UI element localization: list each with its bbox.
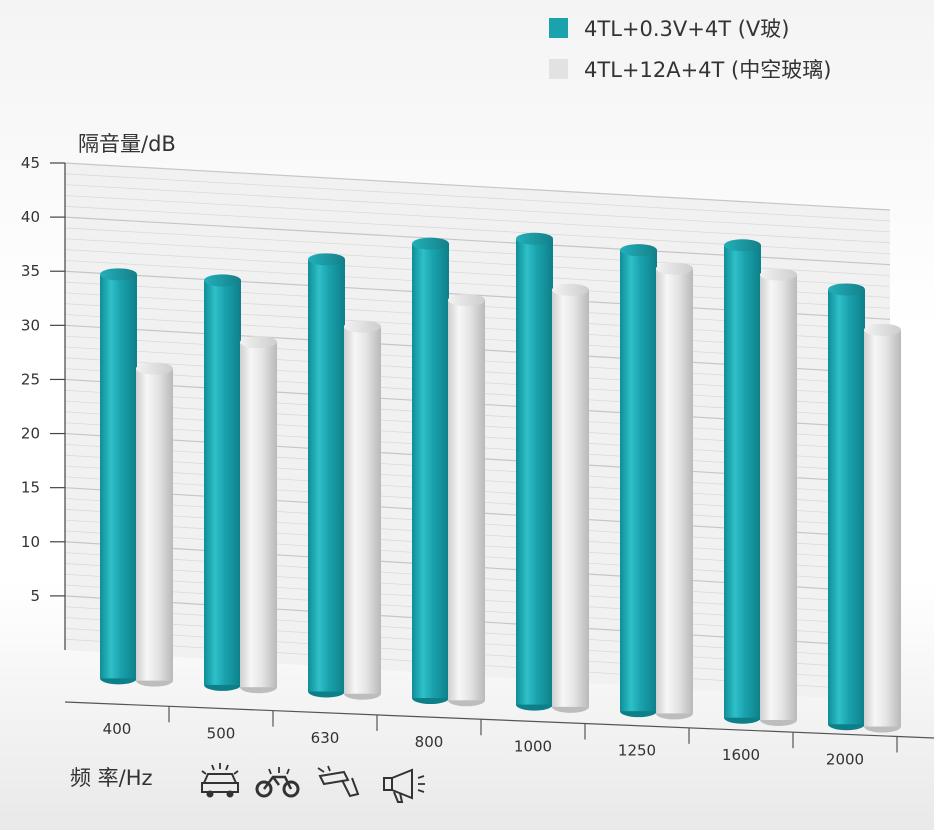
x-tick-label: 800 (415, 733, 444, 751)
x-tick-label: 2000 (826, 750, 864, 768)
bar-series-2-1250 (656, 262, 693, 720)
bar-series-2-800 (448, 294, 485, 707)
bar-series-1-1000 (516, 232, 553, 711)
x-tick-label: 630 (311, 729, 340, 747)
x-tick-label: 1000 (514, 737, 552, 755)
bar-series-1-630 (308, 253, 345, 698)
bar-series-1-400 (100, 268, 137, 685)
bar-series-1-800 (412, 237, 449, 705)
bar-series-2-1600 (760, 268, 797, 726)
x-axis-line (64, 701, 934, 739)
bar-series-2-1000 (552, 283, 589, 713)
gridline (64, 173, 891, 222)
x-tick-label: 400 (103, 720, 132, 738)
bar-series-1-1600 (724, 239, 761, 724)
y-tick-label: 40 (21, 208, 40, 226)
y-tick-label: 20 (21, 425, 40, 443)
legend-swatch-series-1 (549, 18, 568, 38)
bar-series-1-2000 (828, 283, 865, 731)
bar-series-2-630 (344, 320, 381, 700)
x-axis-title: 频 率/Hz (70, 766, 153, 790)
megaphone-icon (383, 768, 425, 803)
legend-label-series-1: 4TL+0.3V+4T (V玻) (584, 17, 789, 41)
y-tick-label: 25 (21, 370, 40, 388)
car-icon (201, 763, 239, 798)
x-tick-label: 500 (207, 724, 236, 742)
bar-series-2-400 (136, 362, 173, 687)
y-tick-label: 15 (21, 479, 40, 497)
y-tick-label: 30 (21, 316, 40, 334)
y-tick-label: 45 (21, 154, 40, 172)
y-axis-title: 隔音量/dB (78, 132, 176, 156)
gridline (64, 195, 891, 244)
gridline (64, 162, 891, 211)
bar-series-2-2000 (864, 323, 901, 733)
y-tick-label: 10 (21, 533, 40, 551)
bar-series-2-500 (240, 336, 277, 694)
drill-icon (317, 765, 360, 798)
bar-series-1-1250 (620, 244, 657, 718)
x-tick-label: 1600 (722, 746, 760, 764)
gridline (64, 184, 891, 233)
legend-swatch-series-2 (549, 59, 568, 79)
motorcycle-icon (255, 767, 300, 798)
bar-layer (100, 232, 901, 733)
label-layer: 5 10 15 20 25 30 35 40 45 400 500 630 800 1000 1250 160… (21, 154, 864, 768)
y-tick-label: 35 (21, 262, 40, 280)
x-tick-label: 1250 (618, 742, 656, 760)
axis-layer (50, 162, 934, 753)
bar-series-1-500 (204, 274, 241, 691)
legend-label-series-2: 4TL+12A+4T (中空玻璃) (584, 58, 831, 82)
legend: 4TL+0.3V+4T (V玻) 4TL+12A+4T (中空玻璃) (549, 17, 831, 82)
y-tick-label: 5 (30, 587, 40, 605)
